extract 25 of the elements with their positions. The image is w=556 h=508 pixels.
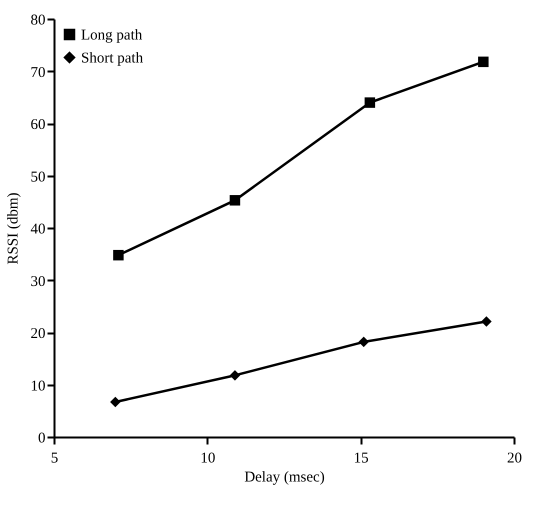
y-tick-label: 80 [30,12,46,28]
x-tick-label: 20 [507,450,522,466]
x-tick-label: 10 [200,450,216,466]
y-tick-label: 0 [38,430,46,446]
y-tick-label: 70 [30,64,46,81]
y-tick-label: 40 [30,222,46,238]
point [364,97,376,108]
y-tick-label: 60 [30,117,46,133]
y-axis-title: RSSI (dbm) [6,192,22,265]
x-axis-title: Delay (msec) [244,470,325,486]
point [358,336,369,348]
point [481,316,492,327]
x-tick-label: 15 [354,450,369,466]
legend-label: Short path [81,50,144,66]
legend-label: Long path [81,28,143,44]
y-tick-label: 50 [30,169,46,186]
y-tick-label: 30 [30,274,46,290]
y-tick-label: 10 [30,378,46,394]
point [113,250,124,260]
point [478,56,489,68]
point [230,370,240,381]
point [230,195,240,206]
y-tick-label: 20 [30,326,46,342]
point [110,396,121,408]
x-tick-label: 5 [50,450,58,466]
